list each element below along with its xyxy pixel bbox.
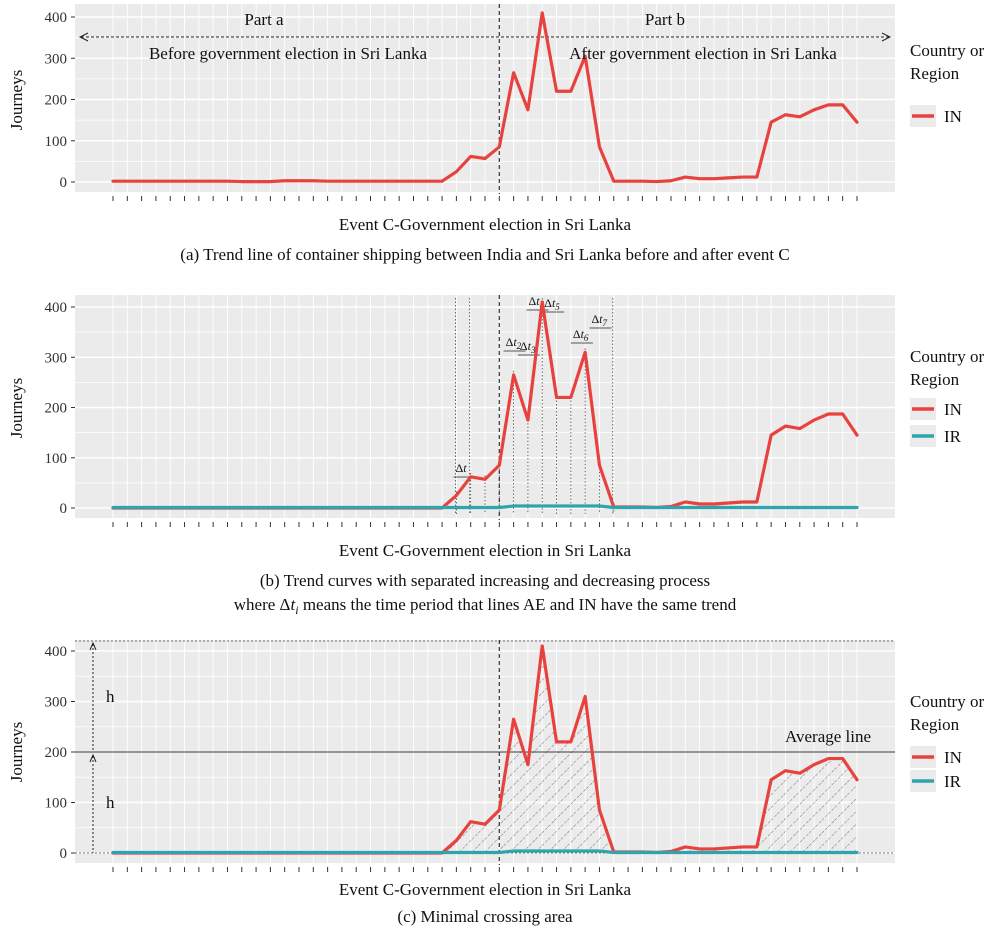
panel-a-legend-title-1: Country or xyxy=(910,41,984,60)
y-tick-label: 300 xyxy=(45,350,68,366)
delta-t-label: Δt7 xyxy=(591,312,607,328)
panel-c-legend-key-in xyxy=(910,746,936,768)
panel-b-caption-2: where Δti means the time period that lin… xyxy=(234,595,737,617)
series-line-ir xyxy=(111,849,859,855)
panel-b-ylabel: Journeys xyxy=(7,378,26,438)
panel-c-legend-label-ir: IR xyxy=(944,772,962,791)
y-tick-label: 200 xyxy=(45,745,68,761)
panel-b-legend-label-ir: IR xyxy=(944,427,962,446)
panel-a-legend-title-2: Region xyxy=(910,64,960,83)
y-tick-label: 400 xyxy=(45,300,68,316)
y-tick-label: 0 xyxy=(60,175,68,191)
panel-c-legend-title-2: Region xyxy=(910,715,960,734)
panel-a-legend-label-in: IN xyxy=(944,107,962,126)
delta-t-label: Δt6 xyxy=(573,327,589,343)
average-line-label: Average line xyxy=(785,727,871,746)
y-tick-label: 200 xyxy=(45,401,68,417)
panel-a-caption: (a) Trend line of container shipping bet… xyxy=(180,245,789,264)
panel-c-caption: (c) Minimal crossing area xyxy=(397,907,573,926)
before-label: Before government election in Sri Lanka xyxy=(149,44,427,63)
y-tick-label: 300 xyxy=(45,51,68,67)
h-arrowhead-upper xyxy=(89,641,97,651)
y-tick-label: 0 xyxy=(60,501,68,517)
h-label-upper: h xyxy=(106,687,115,706)
panel-c-legend-label-in: IN xyxy=(944,748,962,767)
delta-t-label: Δt3 xyxy=(520,339,536,355)
y-tick-label: 100 xyxy=(45,134,68,150)
panel-c-legend-key-ir xyxy=(910,770,936,792)
delta-t-label: Δt2 xyxy=(506,335,522,351)
parts-arrowhead-left xyxy=(78,32,89,42)
h-label-lower: h xyxy=(106,793,115,812)
panel-a-xlabel: Event C-Government election in Sri Lanka xyxy=(339,215,632,234)
y-tick-label: 400 xyxy=(45,10,68,26)
delta-t-label: Δt5 xyxy=(544,296,560,312)
y-tick-label: 0 xyxy=(60,846,68,862)
panel-b-legend-title-2: Region xyxy=(910,370,960,389)
panel-c-legend-title-1: Country or xyxy=(910,692,984,711)
panel-b-legend-label-in: IN xyxy=(944,400,962,419)
after-label: After government election in Sri Lanka xyxy=(569,44,837,63)
panel-c-ylabel: Journeys xyxy=(7,722,26,782)
h-arrowhead-lower xyxy=(89,753,97,763)
crossing-area xyxy=(113,645,857,853)
part-a-label: Part a xyxy=(244,10,284,29)
panel-b-legend-title-1: Country or xyxy=(910,347,984,366)
panel-c: 0 100 200 300 400 xyxy=(45,640,895,872)
panel-a-legend-key-in xyxy=(910,105,936,127)
y-tick-label: 100 xyxy=(45,796,68,812)
panel-a: 0 100 200 300 400 xyxy=(45,4,895,201)
panel-a-ylabel: Journeys xyxy=(7,70,26,130)
y-tick-label: 400 xyxy=(45,644,68,660)
panel-c-xlabel: Event C-Government election in Sri Lanka xyxy=(339,880,632,899)
y-tick-label: 200 xyxy=(45,93,68,109)
series-line-ir xyxy=(111,504,859,510)
y-tick-label: 300 xyxy=(45,695,68,711)
y-tick-label: 100 xyxy=(45,451,68,467)
delta-t-label: Δt xyxy=(456,461,468,475)
part-b-label: Part b xyxy=(645,10,685,29)
panel-b-legend-key-in xyxy=(910,398,936,420)
panel-b-legend-key-ir xyxy=(910,425,936,447)
panel-b-xlabel: Event C-Government election in Sri Lanka xyxy=(339,541,632,560)
series-line-in xyxy=(111,11,859,184)
panel-b-caption-1: (b) Trend curves with separated increasi… xyxy=(260,571,710,590)
parts-arrowhead-right xyxy=(881,32,892,42)
